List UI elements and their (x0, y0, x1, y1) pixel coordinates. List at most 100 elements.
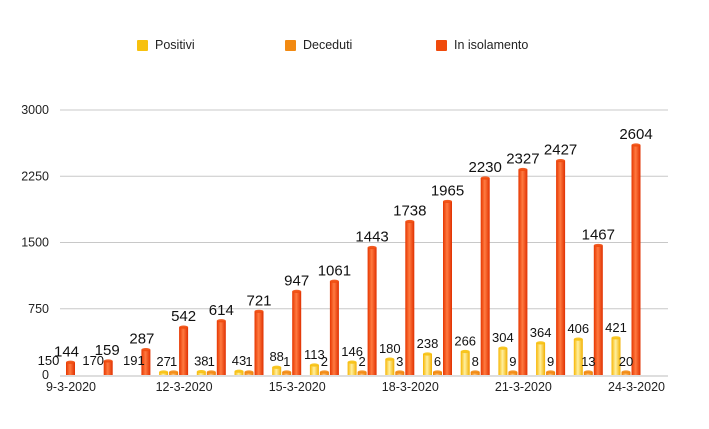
data-label-deceduti: 170 (82, 353, 104, 368)
data-label-deceduti: 20 (619, 354, 633, 369)
bar-cap-deceduti (621, 370, 631, 374)
bar-isolamento (367, 247, 377, 375)
bar-cap-positivi (536, 341, 546, 345)
bar-cap-positivi (159, 370, 169, 374)
y-tick-label: 1500 (21, 236, 49, 250)
data-label-isolamento: 947 (284, 272, 309, 289)
bar-isolamento (556, 160, 566, 375)
data-label-positivi: 38 (194, 354, 208, 369)
data-label-positivi: 27 (156, 354, 170, 369)
legend-label-isolamento: In isolamento (454, 38, 529, 52)
legend-item-deceduti: Deceduti (285, 38, 352, 52)
data-label-deceduti: 1 (170, 354, 177, 369)
data-label-isolamento: 159 (95, 342, 120, 359)
bar-cap-positivi (460, 349, 470, 354)
bar-cap-positivi (498, 346, 508, 350)
bar-isolamento (103, 360, 113, 375)
bar-cap-positivi (309, 363, 319, 367)
y-tick-label: 3000 (21, 103, 49, 117)
bar-cap-deceduti (319, 370, 329, 374)
bar-isolamento (141, 349, 151, 375)
data-label-positivi: 421 (605, 320, 627, 335)
data-label-isolamento: 2427 (544, 142, 577, 159)
bar-cap-positivi (272, 365, 282, 369)
x-tick-label: 15-3-2020 (269, 380, 326, 394)
bar-cap-positivi (423, 352, 432, 356)
data-label-deceduti: 1 (283, 354, 290, 369)
data-label-isolamento: 2230 (469, 159, 502, 176)
bar-cap-deceduti (508, 370, 518, 374)
data-label-deceduti: 13 (581, 354, 595, 369)
bar-positivi (611, 337, 621, 375)
data-label-positivi: 304 (492, 330, 514, 345)
data-label-deceduti: 1 (208, 354, 215, 369)
data-label-isolamento: 1443 (355, 229, 388, 246)
data-label-deceduti: 9 (547, 354, 554, 369)
data-label-positivi: 180 (379, 341, 401, 356)
bar-cap-isolamento (103, 359, 113, 363)
bar-cap-positivi (573, 337, 583, 341)
x-tick-label: 18-3-2020 (382, 380, 439, 394)
data-label-isolamento: 2327 (506, 150, 539, 167)
y-tick-label: 750 (28, 302, 49, 316)
bar-positivi (423, 353, 432, 375)
bar-cap-isolamento (254, 309, 264, 313)
data-label-deceduti: 2 (321, 354, 328, 369)
data-label-deceduti: 8 (472, 354, 479, 369)
data-label-isolamento: 287 (129, 331, 154, 348)
data-label-isolamento: 1738 (393, 202, 426, 219)
bar-cap-isolamento (216, 319, 226, 323)
data-label-positivi: 266 (454, 334, 476, 349)
bar-cap-deceduti (244, 370, 254, 374)
bar-positivi (309, 365, 319, 375)
bar-cap-positivi (347, 360, 357, 364)
bar-positivi (498, 348, 508, 375)
bar-isolamento (254, 311, 264, 375)
legend-label-positivi: Positivi (155, 38, 195, 52)
y-tick-label: 0 (42, 368, 49, 382)
bar-cap-positivi (234, 369, 244, 373)
bar-cap-isolamento (443, 199, 452, 204)
data-label-deceduti: 150 (38, 353, 60, 368)
data-label-isolamento: 614 (209, 302, 234, 319)
bar-cap-isolamento (292, 289, 302, 293)
x-tick-label: 12-3-2020 (156, 380, 213, 394)
bar-cap-positivi (611, 336, 621, 340)
bar-cap-positivi (196, 370, 206, 374)
legend-item-isolamento: In isolamento (436, 38, 528, 52)
data-label-deceduti: 2 (358, 354, 365, 369)
data-label-positivi: 406 (567, 321, 589, 336)
bar-cap-deceduti (395, 370, 405, 374)
bar-cap-isolamento (405, 219, 415, 224)
bar-positivi (272, 367, 282, 375)
bar-isolamento (405, 221, 415, 375)
bar-isolamento (443, 201, 452, 375)
y-axis: 0 750 1500 2250 3000 (21, 103, 49, 382)
bar-cap-isolamento (631, 143, 641, 147)
data-label-deceduti: 1 (245, 354, 252, 369)
bar-cap-deceduti (357, 370, 367, 374)
data-label-isolamento: 1965 (431, 182, 464, 199)
data-label-deceduti: 3 (396, 354, 403, 369)
bar-isolamento (518, 169, 528, 375)
bar-isolamento (216, 320, 226, 375)
legend-swatch-isolamento (436, 39, 447, 51)
bar-positivi (347, 362, 357, 375)
bar-cap-isolamento (367, 245, 377, 250)
legend-swatch-positivi (137, 39, 148, 51)
data-label-positivi: 146 (341, 344, 363, 359)
bar-positivi (234, 371, 244, 375)
bar-positivi (536, 342, 546, 375)
legend-item-positivi: Positivi (137, 38, 195, 52)
data-label-positivi: 238 (417, 336, 439, 351)
bar-cap-isolamento (480, 176, 490, 180)
bar-cap-deceduti (470, 370, 480, 374)
data-label-isolamento: 721 (246, 292, 271, 309)
bar-isolamento (329, 281, 339, 375)
x-tick-label: 9-3-2020 (46, 380, 96, 394)
bar-positivi (196, 371, 206, 375)
bar-cap-isolamento (518, 167, 528, 172)
bar-isolamento (179, 327, 189, 375)
bar-cap-deceduti (433, 370, 442, 374)
